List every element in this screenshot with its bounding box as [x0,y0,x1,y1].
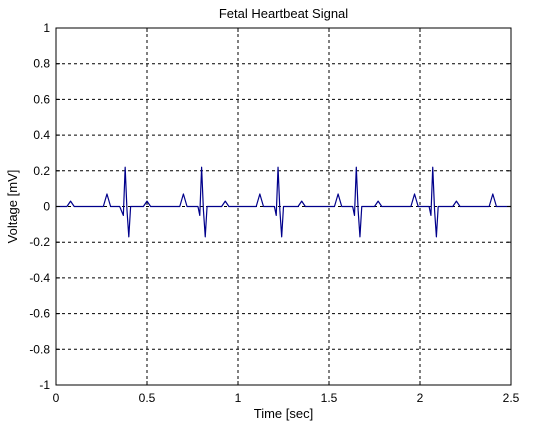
y-tick-label: 0.6 [33,92,50,106]
y-tick-label: 0.4 [33,128,50,142]
x-tick-label: 1.5 [321,391,338,405]
tick-layer: 0 0.5 1 1.5 2 2.5 -1 -0.8 -0.6 -0.4 -0.2 0 0.2 0.4 0.6… [29,21,519,405]
y-tick-label: -0.2 [29,235,50,249]
x-tick-label: 1 [235,391,242,405]
y-tick-label: -0.4 [29,271,50,285]
grid-layer [56,28,511,385]
x-tick-label: 0.5 [139,391,156,405]
x-tick-label: 0 [53,391,60,405]
y-tick-label: -0.6 [29,307,50,321]
y-tick-label: 0 [43,200,50,214]
y-tick-label: 0.8 [33,57,50,71]
y-tick-label: 0.2 [33,164,50,178]
y-axis-label: Voltage [mV] [5,170,20,244]
signal-line [56,166,511,238]
y-tick-label: 1 [43,21,50,35]
series-layer [56,166,511,238]
x-tick-label: 2.5 [503,391,520,405]
x-tick-label: 2 [417,391,424,405]
x-axis-label: Time [sec] [254,406,313,421]
y-tick-label: -1 [39,378,50,392]
chart-title: Fetal Heartbeat Signal [219,6,348,21]
y-tick-label: -0.8 [29,342,50,356]
